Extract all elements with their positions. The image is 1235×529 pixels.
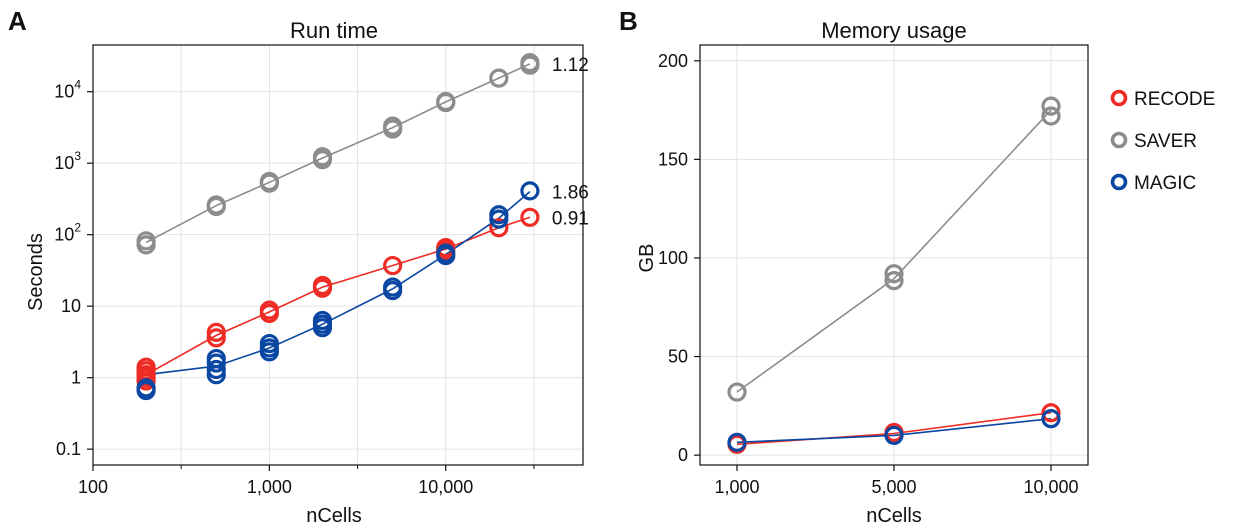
runtime-x-tick-label: 100 (78, 477, 108, 497)
memory-point-saver (1041, 96, 1061, 116)
runtime-title: Run time (290, 18, 378, 43)
runtime-point-saver (206, 196, 226, 217)
runtime-point-saver (136, 235, 156, 255)
runtime-y-tick-label: 10 (61, 296, 81, 316)
memory-y-tick-label: 50 (668, 347, 688, 367)
legend-item-recode: RECODE (1110, 89, 1215, 110)
memory-panel: B Memory usage nCells GB 1,000 5,000 10,00… (619, 6, 1215, 527)
runtime-x-tick-label: 10,000 (418, 477, 473, 497)
runtime-point-magic (520, 181, 540, 201)
runtime-point-recode (136, 371, 156, 391)
runtime-point-magic (312, 318, 333, 338)
legend: RECODE SAVER MAGIC (1110, 89, 1215, 194)
memory-x-axis-label: nCells (866, 505, 922, 527)
memory-series-lines (736, 109, 1052, 446)
runtime-y-tick-label: 103 (54, 149, 81, 173)
runtime-series-lines (145, 63, 531, 376)
memory-y-tick-label: 150 (658, 149, 688, 169)
legend-label-saver: SAVER (1134, 131, 1197, 152)
runtime-point-recode (520, 207, 540, 227)
runtime-end-label-recode: 0.91 (552, 208, 589, 229)
memory-y-axis-label: GB (636, 244, 658, 273)
memory-grid (700, 45, 1088, 465)
runtime-y-axis-label: Seconds (25, 233, 47, 311)
runtime-panel: A Run time nCells Seconds 100 1,000 10,000… (8, 6, 589, 527)
runtime-point-saver (312, 150, 333, 170)
memory-y-tick-label: 0 (678, 445, 688, 465)
runtime-points (136, 53, 540, 401)
memory-point-saver (727, 382, 747, 402)
runtime-ticks: 100 1,000 10,000 0.1 1 10 102 103 104 (54, 78, 535, 497)
runtime-point-saver (436, 92, 456, 113)
memory-x-tick-label: 5,000 (871, 477, 916, 497)
runtime-plot-frame (92, 44, 584, 466)
runtime-end-labels: 1.12 0.91 1.86 (552, 55, 589, 229)
memory-x-tick-label: 1,000 (714, 477, 759, 497)
runtime-point-magic (436, 245, 456, 266)
runtime-y-tick-label: 104 (54, 78, 81, 102)
runtime-point-magic (206, 365, 226, 385)
legend-label-recode: RECODE (1134, 89, 1215, 110)
runtime-y-tick-label: 0.1 (56, 439, 81, 459)
runtime-point-magic (383, 281, 403, 301)
runtime-point-saver (383, 119, 403, 139)
runtime-point-recode (383, 255, 403, 276)
runtime-point-recode (489, 218, 509, 238)
memory-y-tick-label: 200 (658, 51, 688, 71)
runtime-grid (92, 45, 583, 465)
runtime-line-saver (145, 63, 531, 244)
runtime-x-tick-label: 1,000 (247, 477, 292, 497)
memory-point-magic (1041, 409, 1061, 429)
legend-item-saver: SAVER (1110, 131, 1197, 152)
memory-line-magic (736, 417, 1052, 444)
runtime-y-tick-label: 102 (54, 221, 81, 245)
runtime-end-label-magic: 1.86 (552, 183, 589, 204)
runtime-point-recode (312, 278, 333, 298)
memory-point-recode (1041, 403, 1061, 423)
runtime-point-recode (259, 303, 279, 324)
legend-marker-recode (1110, 89, 1128, 107)
memory-x-tick-label: 10,000 (1023, 477, 1078, 497)
memory-y-tick-label: 100 (658, 248, 688, 268)
runtime-point-magic (206, 353, 226, 373)
panel-letter-a: A (8, 6, 27, 36)
memory-line-saver (736, 109, 1052, 393)
memory-point-magic (884, 425, 904, 446)
runtime-line-recode (145, 216, 531, 376)
runtime-point-saver (520, 55, 540, 75)
legend-marker-magic (1110, 173, 1128, 191)
legend-item-magic: MAGIC (1110, 173, 1196, 194)
memory-point-saver (884, 271, 904, 291)
runtime-point-magic (489, 209, 509, 229)
runtime-point-saver (259, 173, 279, 193)
memory-point-saver (1041, 106, 1061, 126)
runtime-point-recode (206, 328, 226, 348)
runtime-point-saver (489, 68, 509, 88)
runtime-end-label-saver: 1.12 (552, 55, 589, 76)
runtime-x-axis-label: nCells (306, 505, 362, 527)
runtime-point-recode (206, 322, 226, 342)
runtime-point-magic (136, 380, 156, 401)
runtime-point-magic (259, 342, 279, 362)
memory-title: Memory usage (821, 18, 967, 43)
memory-ticks: 1,000 5,000 10,000 0 50 100 150 200 (658, 51, 1079, 497)
legend-label-magic: MAGIC (1134, 173, 1196, 194)
panel-letter-b: B (619, 6, 638, 36)
legend-marker-saver (1110, 131, 1128, 149)
memory-point-magic (727, 432, 747, 452)
memory-points (727, 96, 1061, 454)
runtime-y-tick-label: 1 (71, 368, 81, 388)
memory-point-saver (884, 264, 904, 284)
